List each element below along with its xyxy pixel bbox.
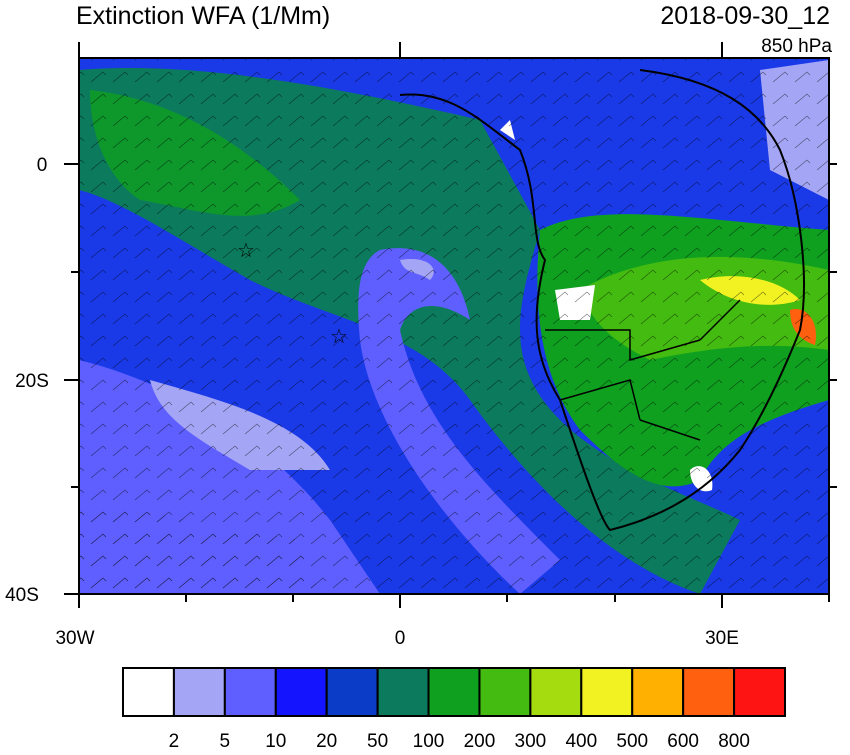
colorbar-box: [682, 667, 736, 717]
colorbar-box: [376, 667, 430, 717]
colorbar-label: 5: [220, 731, 231, 750]
colorbar-label: 20: [316, 731, 337, 750]
colorbar-label: 10: [265, 731, 286, 750]
colorbar-box: [427, 667, 481, 717]
colorbar-box: [478, 667, 532, 717]
colorbar-box: [325, 667, 379, 717]
axis-ticks: [64, 42, 837, 608]
map-frame: [78, 57, 830, 595]
title: Extinction WFA (1/Mm): [76, 2, 330, 30]
lon-label: 30E: [705, 628, 739, 649]
colorbar-box: [122, 667, 175, 717]
lat-label: 20S: [15, 371, 49, 392]
colorbar: 2 5 10 20 50 100 200 300 400 500 600 800: [122, 667, 786, 752]
site-star: ☆: [330, 326, 348, 348]
site-star: ☆: [237, 240, 255, 262]
colorbar-label: 200: [464, 731, 496, 750]
colorbar-box: [529, 667, 583, 717]
colorbar-label: 400: [565, 731, 597, 750]
date: 2018-09-30_12: [660, 2, 830, 30]
colorbar-box: [631, 667, 685, 717]
lat-label: 40S: [5, 585, 39, 606]
colorbar-label: 800: [718, 731, 750, 750]
colorbar-box: [733, 667, 786, 717]
map-field: ☆ ☆: [79, 58, 829, 594]
level: 850 hPa: [761, 36, 832, 57]
colorbar-label: 2: [169, 731, 180, 750]
colorbar-label: 100: [413, 731, 445, 750]
colorbar-box: [580, 667, 634, 717]
colorbar-label: 600: [667, 731, 699, 750]
colorbar-label: 300: [515, 731, 547, 750]
colorbar-box: [274, 667, 328, 717]
lat-label: 0: [37, 155, 48, 176]
colorbar-label: 50: [367, 731, 388, 750]
lon-label: 0: [395, 628, 406, 649]
colorbar-label: 500: [616, 731, 648, 750]
colorbar-box: [172, 667, 226, 717]
lon-label: 30W: [55, 628, 94, 649]
colorbar-box: [223, 667, 277, 717]
